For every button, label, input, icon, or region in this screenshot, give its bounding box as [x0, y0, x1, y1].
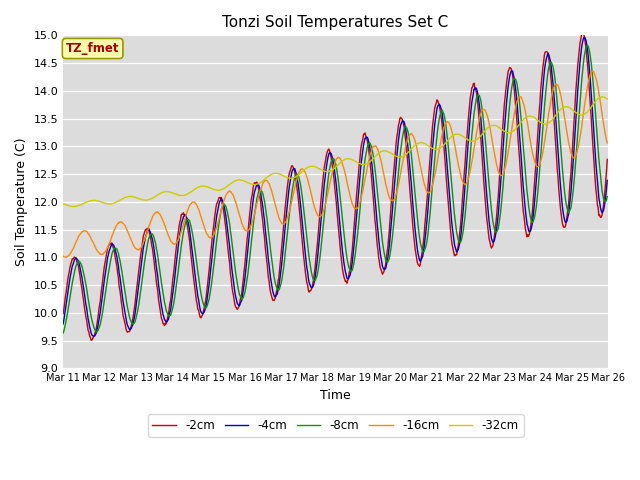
-8cm: [417, 243, 425, 249]
X-axis label: Time: Time: [320, 389, 351, 402]
-8cm: [69, 277, 77, 283]
-16cm: [60, 253, 67, 259]
-4cm: [126, 327, 134, 333]
Legend: -2cm, -4cm, -8cm, -16cm, -32cm: -2cm, -4cm, -8cm, -16cm, -32cm: [148, 414, 524, 437]
-2cm: [60, 311, 67, 316]
-16cm: [210, 232, 218, 238]
-2cm: [210, 222, 218, 228]
-2cm: [126, 328, 134, 334]
Text: TZ_fmet: TZ_fmet: [66, 42, 120, 55]
-16cm: [70, 244, 77, 250]
-16cm: [418, 170, 426, 176]
-4cm: [181, 212, 189, 218]
Line: -2cm: -2cm: [63, 34, 607, 340]
-4cm: [210, 238, 218, 244]
Y-axis label: Soil Temperature (C): Soil Temperature (C): [15, 138, 28, 266]
-8cm: [60, 330, 67, 336]
-16cm: [126, 234, 134, 240]
-16cm: [62, 254, 70, 260]
-4cm: [90, 334, 98, 339]
-2cm: [87, 337, 95, 343]
-32cm: [126, 193, 134, 199]
-4cm: [418, 255, 426, 261]
-2cm: [402, 140, 410, 145]
-8cm: [180, 226, 188, 231]
-32cm: [210, 187, 218, 192]
-8cm: [584, 43, 591, 48]
Line: -4cm: -4cm: [63, 37, 607, 336]
-4cm: [580, 34, 588, 40]
-32cm: [418, 140, 426, 145]
-32cm: [70, 204, 77, 209]
-32cm: [402, 151, 410, 157]
-2cm: [181, 212, 189, 218]
-32cm: [60, 201, 67, 207]
-8cm: [604, 194, 611, 200]
-2cm: [579, 31, 586, 36]
-16cm: [604, 140, 611, 146]
-4cm: [604, 178, 611, 183]
-16cm: [181, 216, 189, 222]
-8cm: [125, 312, 133, 318]
-2cm: [604, 156, 611, 162]
Title: Tonzi Soil Temperatures Set C: Tonzi Soil Temperatures Set C: [223, 15, 449, 30]
-16cm: [402, 143, 410, 148]
-32cm: [69, 204, 77, 209]
-4cm: [69, 262, 77, 267]
-32cm: [181, 192, 189, 198]
Line: -32cm: -32cm: [63, 97, 607, 206]
-16cm: [589, 69, 596, 74]
-2cm: [69, 256, 77, 262]
-4cm: [60, 321, 67, 327]
-32cm: [599, 94, 607, 100]
-2cm: [418, 251, 426, 257]
Line: -16cm: -16cm: [63, 72, 607, 257]
Line: -8cm: -8cm: [63, 46, 607, 333]
-8cm: [401, 124, 409, 130]
-4cm: [402, 128, 410, 133]
-32cm: [604, 96, 611, 102]
-8cm: [209, 269, 217, 275]
